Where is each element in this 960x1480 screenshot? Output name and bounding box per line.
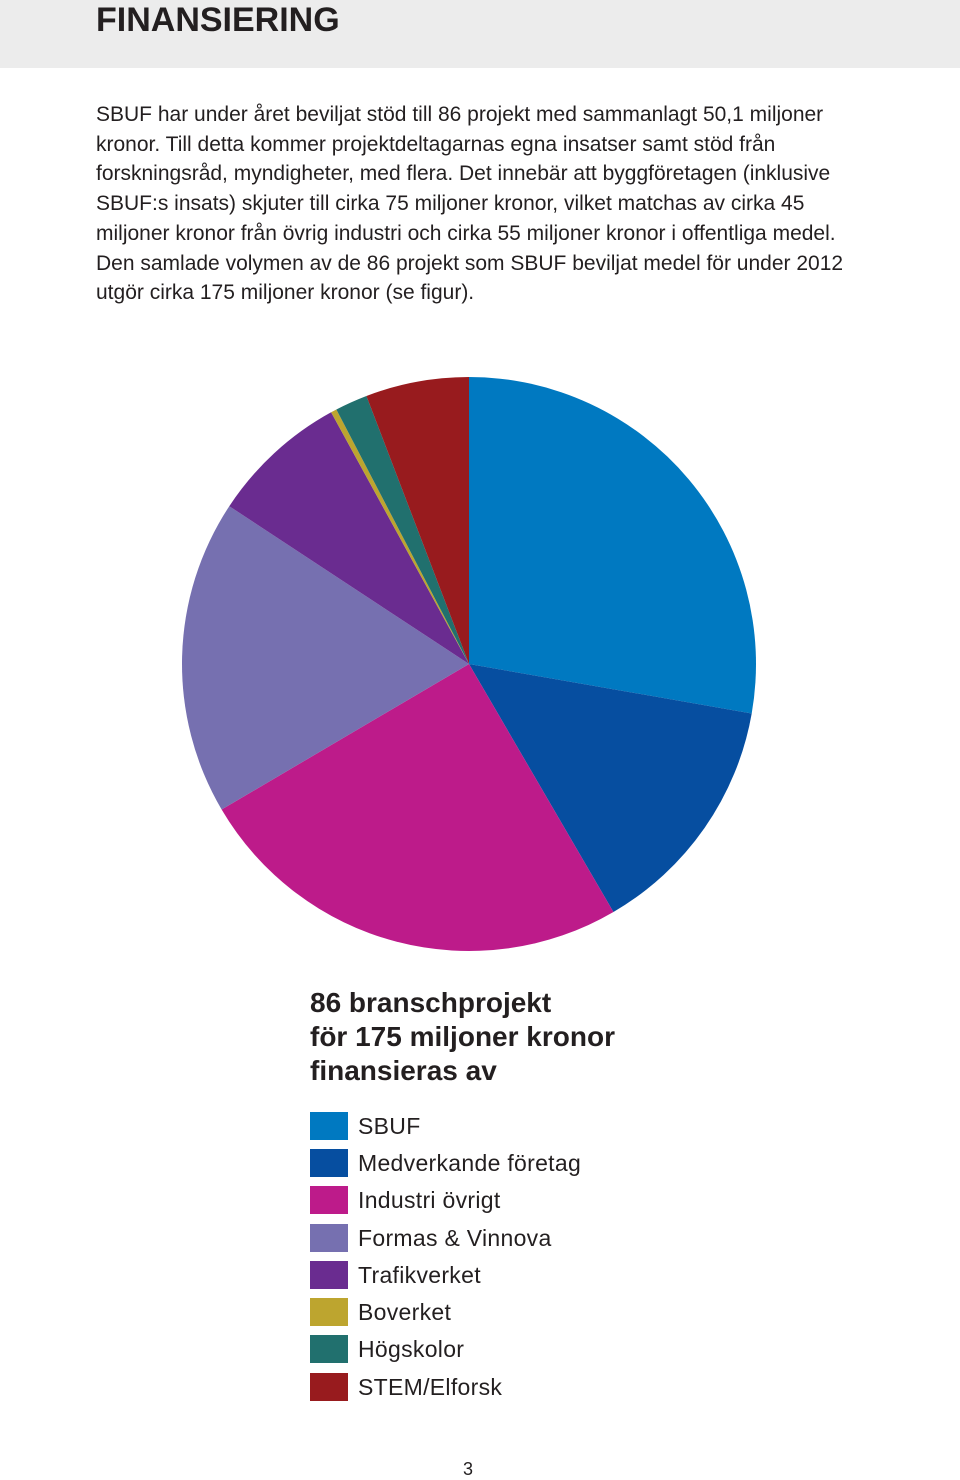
legend-item-formas-vinnova: Formas & Vinnova — [310, 1219, 581, 1256]
legend-item-hogskolor: Högskolor — [310, 1331, 581, 1368]
legend-item-boverket: Boverket — [310, 1293, 581, 1330]
page-number: 3 — [462, 1459, 473, 1479]
pie-slice-formas-vinnova — [181, 506, 469, 810]
legend-label: Formas & Vinnova — [358, 1224, 552, 1251]
legend: SBUF Medverkande företag Industri övrigt… — [310, 1107, 581, 1405]
legend-item-medverkande-foretag: Medverkande företag — [310, 1144, 581, 1181]
legend-label: SBUF — [358, 1112, 421, 1139]
legend-swatch — [310, 1223, 348, 1252]
pie-chart-svg — [181, 377, 757, 952]
legend-title-line-3: finansieras av — [310, 1055, 497, 1086]
legend-label: Industri övrigt — [358, 1187, 501, 1214]
legend-label: STEM/Elforsk — [358, 1373, 503, 1400]
legend-label: Trafikverket — [358, 1261, 481, 1288]
legend-label: Boverket — [358, 1299, 452, 1326]
pie-slice-trafikverket — [229, 412, 469, 664]
legend-item-sbuf: SBUF — [310, 1107, 581, 1144]
pie-slice-högskolor — [336, 395, 469, 664]
page-title: FINANSIERING — [96, 1, 340, 39]
pie-slice-medverkande-företag — [469, 664, 752, 913]
legend-title: 86 branschprojekt för 175 miljoner krono… — [310, 986, 710, 1088]
legend-label: Medverkande företag — [358, 1149, 582, 1176]
legend-swatch — [310, 1186, 348, 1215]
legend-title-line-2: för 175 miljoner kronor — [310, 1021, 615, 1052]
pie-slice-boverket — [331, 409, 469, 664]
legend-item-industri-ovrigt: Industri övrigt — [310, 1182, 581, 1219]
pie-slice-sbuf — [469, 377, 757, 714]
legend-title-line-1: 86 branschprojekt — [310, 987, 552, 1018]
legend-item-trafikverket: Trafikverket — [310, 1256, 581, 1293]
pie-chart — [170, 368, 770, 968]
legend-swatch — [310, 1260, 348, 1289]
legend-swatch — [310, 1372, 348, 1401]
intro-paragraph: SBUF har under året beviljat stöd till 8… — [96, 103, 844, 305]
legend-label: Högskolor — [358, 1336, 465, 1363]
pie-slice-industri-övrigt — [221, 664, 614, 952]
legend-swatch — [310, 1298, 348, 1327]
legend-swatch — [310, 1111, 348, 1140]
legend-swatch — [310, 1148, 348, 1177]
legend-item-stem-elforsk: STEM/Elforsk — [310, 1368, 581, 1405]
pie-slice-stem-elforsk — [366, 377, 469, 664]
header-band — [0, 0, 960, 68]
legend-swatch — [310, 1335, 348, 1364]
